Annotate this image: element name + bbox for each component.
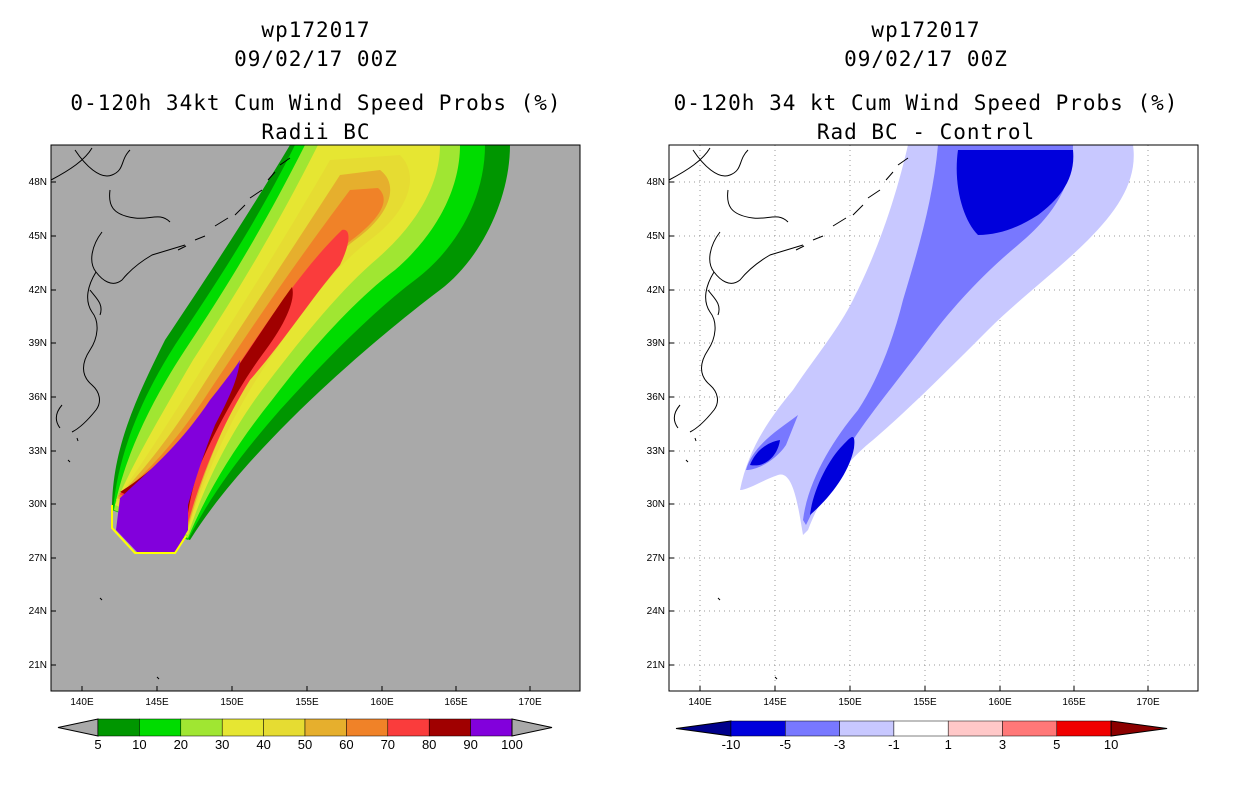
colorbar-label: 90	[463, 737, 477, 752]
lat-label: 21N	[29, 660, 47, 671]
lat-label: 21N	[647, 660, 665, 671]
lon-label: 170E	[518, 697, 542, 708]
lon-label: 160E	[370, 697, 394, 708]
pacific-rim-outline	[111, 505, 187, 554]
colorbar-label: 80	[422, 737, 436, 752]
right-lon-labels: 140E 145E 150E 155E 160E 165E 170E	[688, 686, 1160, 708]
colorbar-label: 5	[94, 737, 101, 752]
colorbar-label: 5	[1053, 737, 1060, 752]
colorbar-label: 1	[945, 737, 952, 752]
colorbar-swatch	[470, 718, 513, 737]
lat-label: 30N	[29, 499, 47, 510]
colorbar-swatch	[221, 718, 264, 737]
colorbar-label: -5	[780, 737, 792, 752]
lon-label: 140E	[688, 697, 712, 708]
lat-label: 42N	[29, 285, 47, 296]
colorbar-label: 10	[132, 737, 146, 752]
colorbar-swatch	[428, 718, 471, 737]
lon-label: 150E	[220, 697, 244, 708]
colorbar-swatch	[839, 720, 895, 737]
right-title-date: 09/02/17 00Z	[844, 47, 1008, 71]
coastline	[669, 147, 909, 680]
left-title-product: 0-120h 34kt Cum Wind Speed Probs (%)	[70, 91, 562, 115]
colorbar-swatch	[304, 718, 347, 737]
colorbar-swatch	[263, 718, 306, 737]
lat-label: 33N	[29, 446, 47, 457]
lon-label: 145E	[145, 697, 169, 708]
colorbar-swatch	[387, 718, 430, 737]
lat-label: 36N	[647, 392, 665, 403]
colorbar-label: 60	[339, 737, 353, 752]
colorbar-label: 30	[215, 737, 229, 752]
colorbar-swatch	[893, 720, 949, 737]
colorbar-swatch	[139, 718, 182, 737]
lat-label: 45N	[647, 231, 665, 242]
lat-label: 24N	[647, 606, 665, 617]
diff-contour-minus3	[746, 145, 1073, 525]
lat-label: 30N	[647, 499, 665, 510]
diff-contour-minus5	[750, 150, 1074, 515]
colorbar-swatch	[730, 720, 786, 737]
colorbar-swatch	[97, 718, 140, 737]
lat-label: 48N	[29, 177, 47, 188]
lat-label: 33N	[647, 446, 665, 457]
colorbar-swatch	[1056, 720, 1112, 737]
right-lat-labels: 48N 45N 42N 39N 36N 33N 30N 27N 24N 21N	[647, 177, 674, 671]
colorbar-label: 3	[999, 737, 1006, 752]
lat-label: 36N	[29, 392, 47, 403]
lon-label: 165E	[1062, 697, 1086, 708]
left-title-date: 09/02/17 00Z	[234, 47, 398, 71]
lat-label: 39N	[647, 338, 665, 349]
colorbar-label: 50	[298, 737, 312, 752]
coastline	[51, 147, 291, 680]
left-title-storm-id: wp172017	[261, 18, 371, 42]
lon-label: 170E	[1136, 697, 1160, 708]
lat-label: 27N	[29, 553, 47, 564]
left-lat-labels: 48N 45N 42N 39N 36N 33N 30N 27N 24N 21N	[29, 177, 56, 671]
lon-label: 165E	[444, 697, 468, 708]
right-title-storm-id: wp172017	[871, 18, 981, 42]
colorbar-swatch	[180, 718, 223, 737]
lon-label: 155E	[913, 697, 937, 708]
colorbar-swatch	[346, 718, 389, 737]
lon-label: 155E	[295, 697, 319, 708]
colorbar-label: 100	[501, 737, 523, 752]
lat-label: 27N	[647, 553, 665, 564]
prob-contour-90-100	[116, 360, 240, 552]
colorbar-label: 10	[1104, 737, 1118, 752]
colorbar-label: -1	[888, 737, 900, 752]
lon-label: 145E	[763, 697, 787, 708]
left-title-subtitle: Radii BC	[261, 120, 371, 144]
left-lon-labels: 140E 145E 150E 155E 160E 165E 170E	[70, 686, 542, 708]
lon-label: 140E	[70, 697, 94, 708]
lon-label: 160E	[988, 697, 1012, 708]
lat-label: 42N	[647, 285, 665, 296]
colorbar-arrow-high	[1110, 720, 1168, 737]
right-title-product: 0-120h 34 kt Cum Wind Speed Probs (%)	[673, 91, 1179, 115]
colorbar-swatch	[1002, 720, 1058, 737]
lat-label: 45N	[29, 231, 47, 242]
colorbar-arrow-high	[511, 718, 553, 737]
right-title-subtitle: Rad BC - Control	[816, 120, 1036, 144]
colorbar-swatch	[785, 720, 840, 737]
lat-label: 39N	[29, 338, 47, 349]
colorbar-label: 70	[381, 737, 395, 752]
lat-label: 24N	[29, 606, 47, 617]
colorbar-label: 40	[256, 737, 270, 752]
colorbar-arrow-low	[57, 718, 99, 737]
left-colorbar: 5 10 20 30 40 50 60 70 80 90 100	[57, 718, 553, 752]
colorbar-swatch	[947, 720, 1003, 737]
right-colorbar: -10 -5 -3 -1 1 3 5 10	[675, 720, 1168, 752]
lat-label: 48N	[647, 177, 665, 188]
lon-label: 150E	[838, 697, 862, 708]
colorbar-label: 20	[174, 737, 188, 752]
colorbar-label: -10	[722, 737, 741, 752]
colorbar-label: -3	[834, 737, 846, 752]
colorbar-arrow-low	[675, 720, 732, 737]
